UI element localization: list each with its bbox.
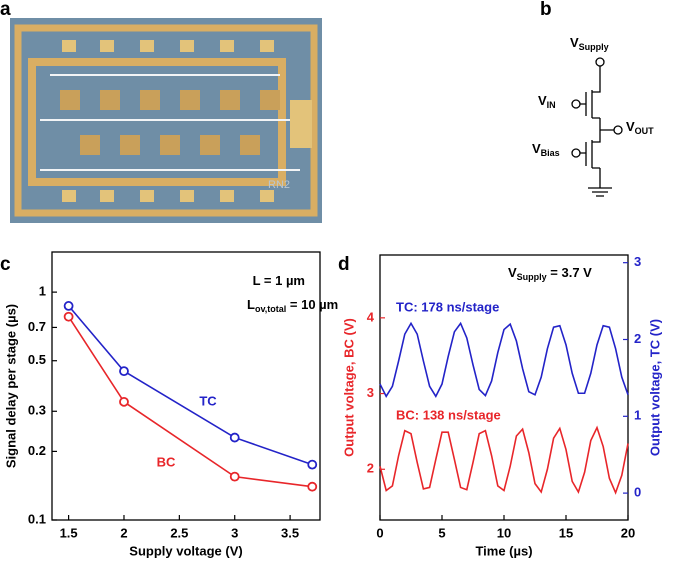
y2-tick-label: 1 (634, 408, 641, 423)
y-tick-label: 0.7 (28, 319, 46, 334)
y-axis-label: Output voltage, BC (V) (341, 318, 356, 457)
micrograph: RN2 (10, 18, 322, 223)
panel-label: a (0, 0, 11, 20)
series-label: TC (199, 393, 217, 408)
circuit-label: VOUT (626, 119, 654, 136)
plot-frame (379, 254, 629, 521)
x-axis-label: Time (µs) (475, 543, 532, 558)
y-tick-label: 4 (367, 309, 375, 324)
circuit-label: VBias (532, 141, 560, 158)
panel-label: d (338, 254, 350, 275)
y2-tick-label: 0 (634, 485, 641, 500)
data-point (229, 471, 240, 482)
data-point (119, 396, 129, 407)
x-tick-label: 2 (120, 525, 127, 540)
x-tick-label: 10 (497, 525, 511, 540)
y2-axis-label: Output voltage, TC (V) (647, 319, 662, 456)
x-tick-label: 3.5 (281, 525, 299, 540)
series-line (379, 425, 629, 495)
y-tick-label: 1 (39, 284, 46, 299)
data-point (63, 311, 74, 322)
x-tick-label: 2.5 (170, 525, 188, 540)
series-line (379, 321, 629, 398)
y-tick-label: 0.2 (28, 443, 46, 458)
y-tick-label: 0.5 (28, 352, 46, 367)
x-tick-label: 15 (559, 525, 573, 540)
y-tick-label: 2 (367, 461, 374, 476)
annotation: Lov,total = 10 µm (247, 297, 338, 314)
plot-frame (51, 251, 321, 521)
annotation: L = 1 µm (253, 273, 305, 288)
series-line (67, 316, 313, 488)
y-tick-label: 0.1 (28, 511, 46, 526)
x-tick-label: 1.5 (60, 525, 78, 540)
series-line (68, 305, 313, 466)
circuit: VSupply VIN VOUT VBias (532, 35, 654, 197)
y2-tick-label: 3 (634, 254, 641, 269)
annotation: VSupply = 3.7 V (508, 265, 592, 282)
data-point (63, 301, 74, 311)
data-point (307, 481, 318, 492)
x-tick-label: 0 (376, 525, 383, 540)
y-tick-label: 0.3 (28, 403, 46, 418)
x-tick-label: 3 (231, 525, 238, 540)
chip-label: RN2 (268, 179, 290, 191)
data-point (307, 459, 318, 470)
x-tick-label: 20 (621, 525, 635, 540)
annotation: BC: 138 ns/stage (396, 407, 501, 422)
data-point (229, 432, 240, 443)
circuit-label: VIN (538, 93, 556, 110)
x-tick-label: 5 (438, 525, 445, 540)
circuit-label: VSupply (570, 35, 609, 52)
annotation: TC: 178 ns/stage (396, 299, 499, 314)
series-label: BC (157, 454, 176, 469)
x-axis-label: Supply voltage (V) (129, 543, 242, 558)
panel-label: c (0, 254, 11, 275)
y-axis-label: Signal delay per stage (µs) (3, 304, 18, 468)
y2-tick-label: 2 (634, 331, 641, 346)
y-tick-label: 3 (367, 385, 374, 400)
panel-label: b (540, 0, 552, 20)
data-point (119, 366, 129, 377)
